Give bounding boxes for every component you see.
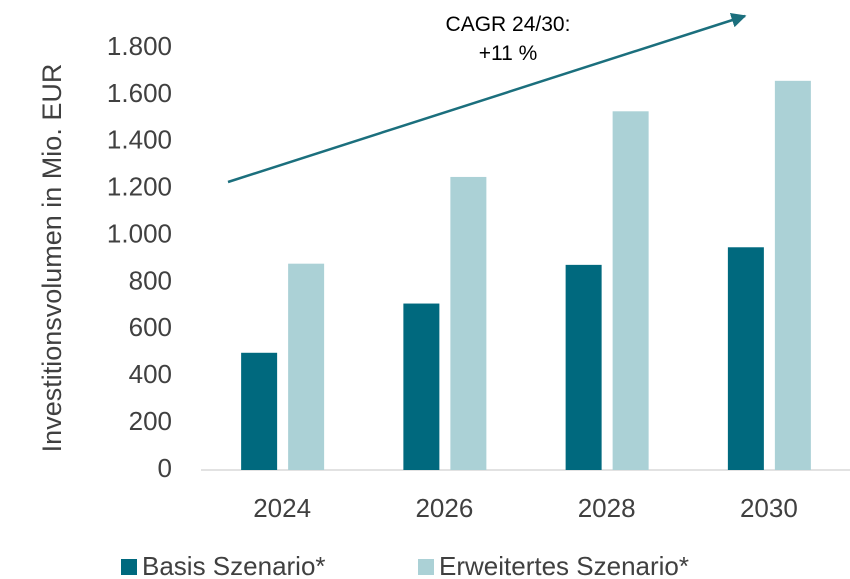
bar (565, 264, 602, 470)
bar (727, 247, 764, 470)
x-tick-label: 2024 (253, 493, 311, 523)
bar (612, 111, 649, 471)
y-tick-label: 200 (129, 406, 172, 436)
x-tick-label: 2030 (740, 493, 798, 523)
bar (288, 263, 325, 470)
y-axis-label: Investitionsvolumen in Mio. EUR (37, 63, 67, 453)
y-tick-label: 1.800 (107, 31, 172, 61)
y-tick-label: 1.200 (107, 172, 172, 202)
annotation: CAGR 24/30: +11 % (445, 13, 571, 65)
legend-label: Erweitertes Szenario* (439, 551, 689, 579)
y-tick-label: 1.000 (107, 218, 172, 248)
y-tick-label: 600 (129, 312, 172, 342)
bar (450, 176, 487, 470)
bar (774, 80, 811, 471)
y-tick-label: 0 (158, 453, 172, 483)
legend-label: Basis Szenario* (142, 551, 326, 579)
bar (403, 303, 440, 470)
legend-swatch (121, 559, 137, 575)
y-tick-label: 1.400 (107, 125, 172, 155)
x-tick-label: 2028 (578, 493, 636, 523)
legend-swatch (418, 559, 434, 575)
y-tick-label: 400 (129, 359, 172, 389)
trend-arrow (227, 12, 747, 184)
bar (241, 352, 278, 470)
y-tick-label: 1.600 (107, 78, 172, 108)
x-tick-label: 2026 (415, 493, 473, 523)
y-tick-label: 800 (129, 265, 172, 295)
